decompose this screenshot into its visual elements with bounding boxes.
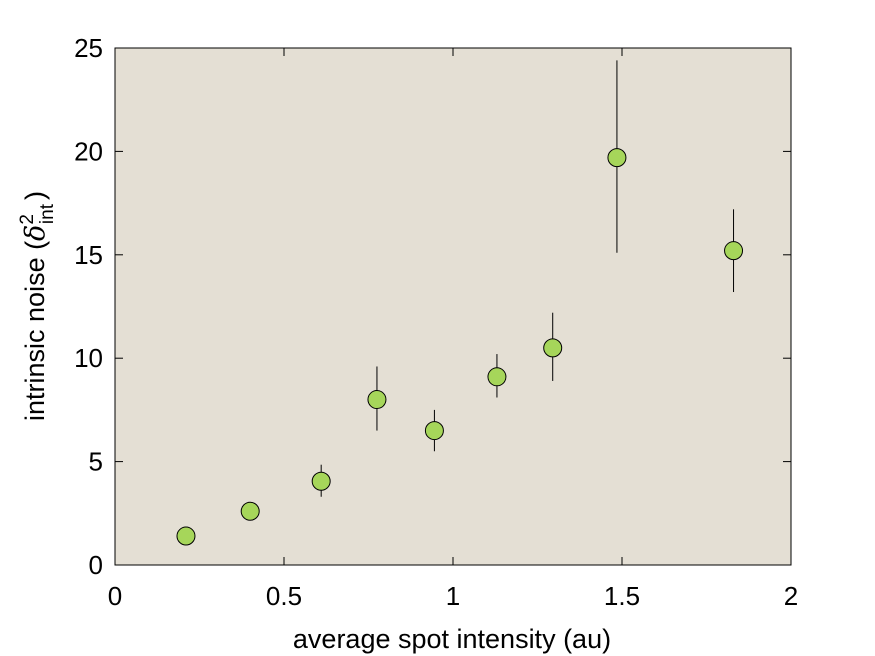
x-axis-ticks: 0 0.5 1 1.5 2 <box>108 48 798 611</box>
plot-area <box>115 48 791 565</box>
x-tick-label: 1 <box>446 581 460 611</box>
data-point <box>367 390 387 410</box>
data-point <box>724 241 744 261</box>
y-tick-label: 15 <box>74 240 103 270</box>
y-tick-label: 5 <box>89 447 103 477</box>
y-tick-label: 20 <box>74 136 103 166</box>
data-points <box>176 148 744 546</box>
x-tick-label: 0.5 <box>266 581 302 611</box>
x-axis-title: average spot intensity (au) <box>293 624 611 654</box>
y-tick-label: 0 <box>89 550 103 580</box>
y-axis-ticks: 0 5 10 15 20 25 <box>74 33 791 580</box>
data-point <box>543 338 563 358</box>
x-tick-label: 2 <box>784 581 798 611</box>
y-tick-label: 25 <box>74 33 103 63</box>
x-tick-label: 1.5 <box>604 581 640 611</box>
x-tick-label: 0 <box>108 581 122 611</box>
data-point <box>240 501 260 521</box>
data-point <box>607 148 627 168</box>
data-point <box>176 526 196 546</box>
data-point <box>487 367 507 387</box>
y-tick-label: 10 <box>74 343 103 373</box>
data-point <box>424 421 444 441</box>
y-axis-title: intrinsic noise (δ2int) <box>17 191 58 421</box>
data-point <box>311 471 331 491</box>
